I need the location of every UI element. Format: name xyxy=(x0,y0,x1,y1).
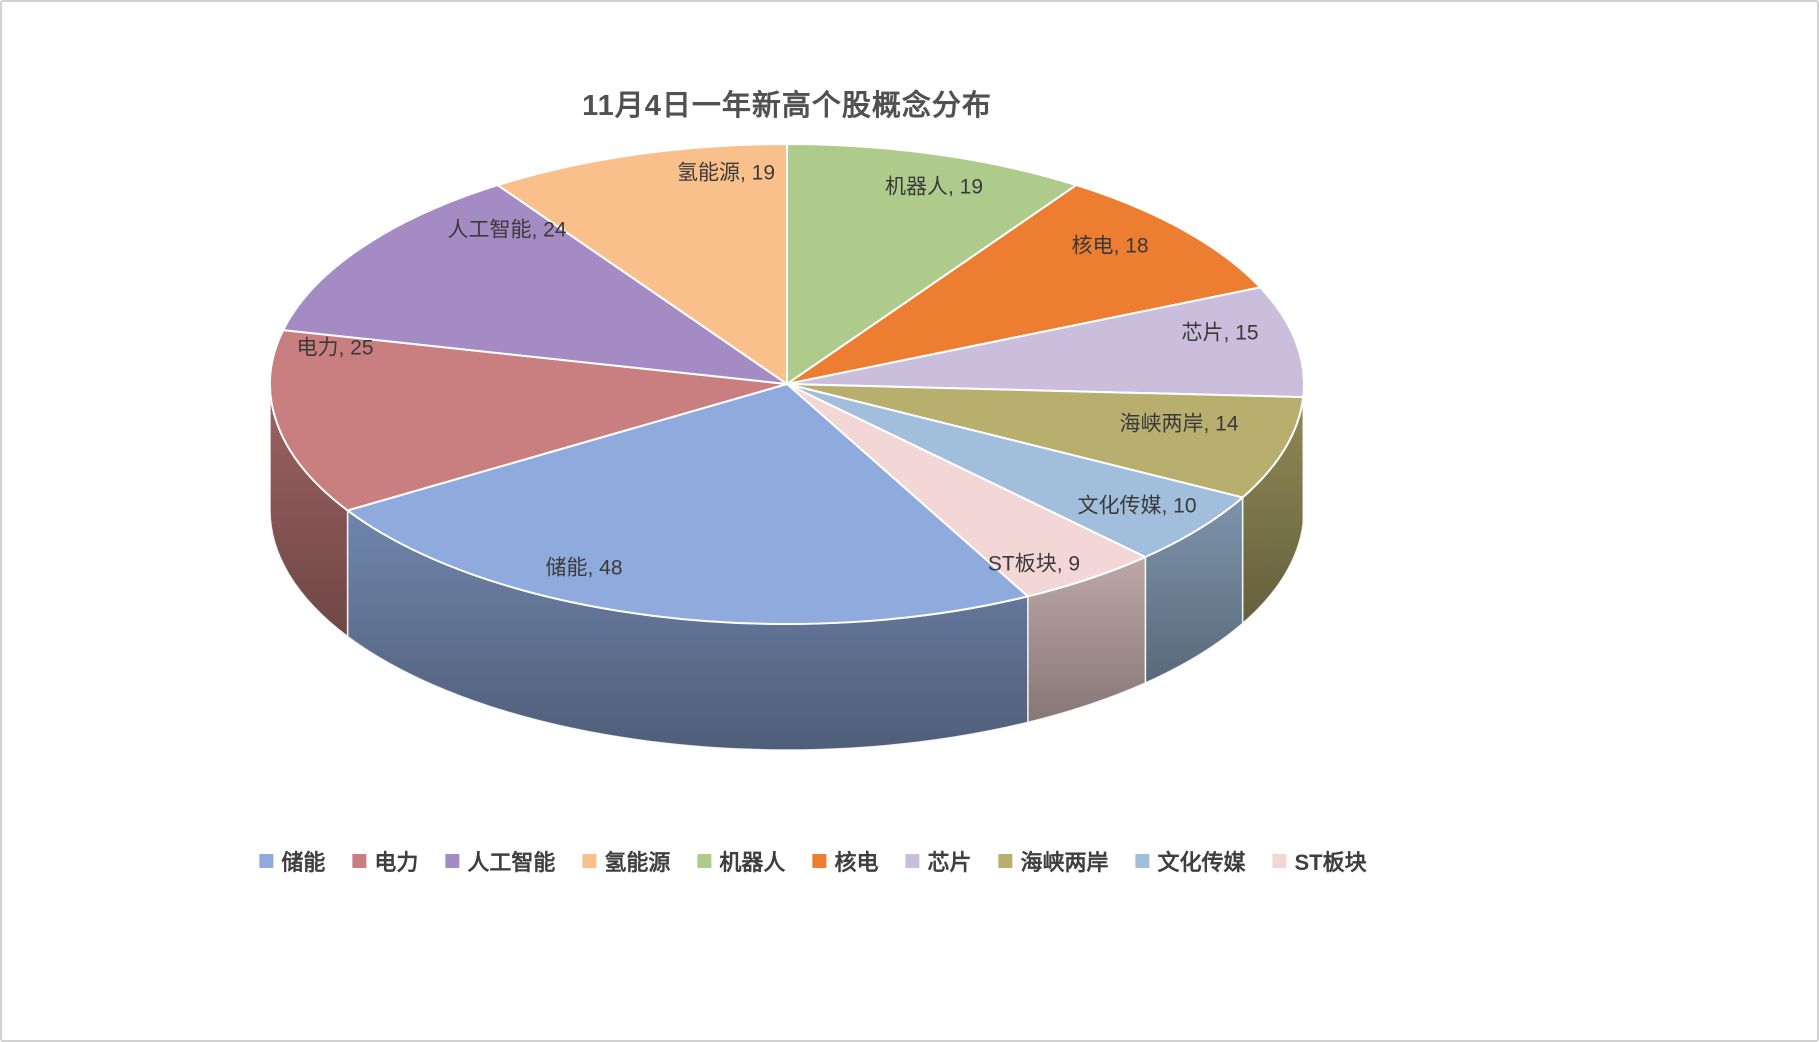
legend-label: 电力 xyxy=(374,850,419,875)
pie-slice xyxy=(786,383,1305,499)
legend-label: 核电 xyxy=(834,850,879,875)
legend-label: 文化传媒 xyxy=(1157,850,1246,875)
pie-slice-label: 核电, 18 xyxy=(1071,234,1148,257)
pie-tops xyxy=(269,143,1305,625)
legend-label: 芯片 xyxy=(927,850,972,875)
legend-item: 机器人 xyxy=(697,845,785,877)
pie-slice-label: 芯片, 15 xyxy=(1181,321,1258,344)
pie-slice xyxy=(282,184,788,385)
legend-item: 储能 xyxy=(259,845,325,877)
chart-title: 11月4日一年新高个股概念分布 xyxy=(582,90,992,122)
pie-slice xyxy=(786,383,1244,558)
pie-slice xyxy=(786,143,1078,385)
pie-slice xyxy=(786,286,1305,399)
pie-labels: 储能, 48 电力, 25 人工智能, 24 氢能源, 19 机器人, 19 核电, 18… xyxy=(296,161,1258,579)
pie-slice-label: 储能, 48 xyxy=(545,556,622,579)
legend-label: 海峡两岸 xyxy=(1020,850,1109,875)
pie-slice-label: 氢能源, 19 xyxy=(677,161,775,184)
legend-item: 核电 xyxy=(812,845,878,877)
legend-item: 文化传媒 xyxy=(1135,845,1246,877)
pie-slice xyxy=(346,383,1029,625)
legend-label: ST板块 xyxy=(1294,850,1367,875)
pie-slice-label: ST板块, 9 xyxy=(988,552,1080,575)
pie-slice-label: 海峡两岸, 14 xyxy=(1119,412,1238,435)
legend-label: 机器人 xyxy=(719,850,786,875)
pie-slice-label: 机器人, 19 xyxy=(885,175,983,198)
pie-slice xyxy=(269,329,788,512)
pie-slice-label: 人工智能, 24 xyxy=(447,218,566,241)
legend-swatch-icon xyxy=(905,854,920,868)
pie-slice-label: 电力, 25 xyxy=(296,336,373,359)
legend-label: 人工智能 xyxy=(467,850,556,875)
legend-swatch-icon xyxy=(1135,854,1150,868)
legend-swatch-icon xyxy=(445,854,460,868)
legend-item: 芯片 xyxy=(905,845,971,877)
pie-slice-label: 文化传媒, 10 xyxy=(1077,494,1196,517)
legend-swatch-icon xyxy=(812,854,827,868)
legend-item: ST板块 xyxy=(1272,845,1367,877)
legend-item: 电力 xyxy=(352,845,418,877)
legend-swatch-icon xyxy=(352,854,367,868)
legend-swatch-icon xyxy=(1272,854,1287,868)
legend-swatch-icon xyxy=(582,854,597,868)
chart-legend: 储能 电力 人工智能 氢能源 机器人 核电 芯片 海峡两岸 文化传媒 ST板块 xyxy=(259,845,1367,877)
legend-swatch-icon xyxy=(998,854,1013,868)
legend-label: 氢能源 xyxy=(604,850,671,875)
legend-swatch-icon xyxy=(259,854,274,868)
legend-item: 人工智能 xyxy=(445,845,555,877)
legend-item: 氢能源 xyxy=(582,845,670,877)
pie-slice xyxy=(496,143,788,385)
legend-swatch-icon xyxy=(697,854,712,868)
pie-slice xyxy=(786,184,1262,385)
legend-item: 海峡两岸 xyxy=(998,845,1108,877)
legend-label: 储能 xyxy=(281,850,326,875)
